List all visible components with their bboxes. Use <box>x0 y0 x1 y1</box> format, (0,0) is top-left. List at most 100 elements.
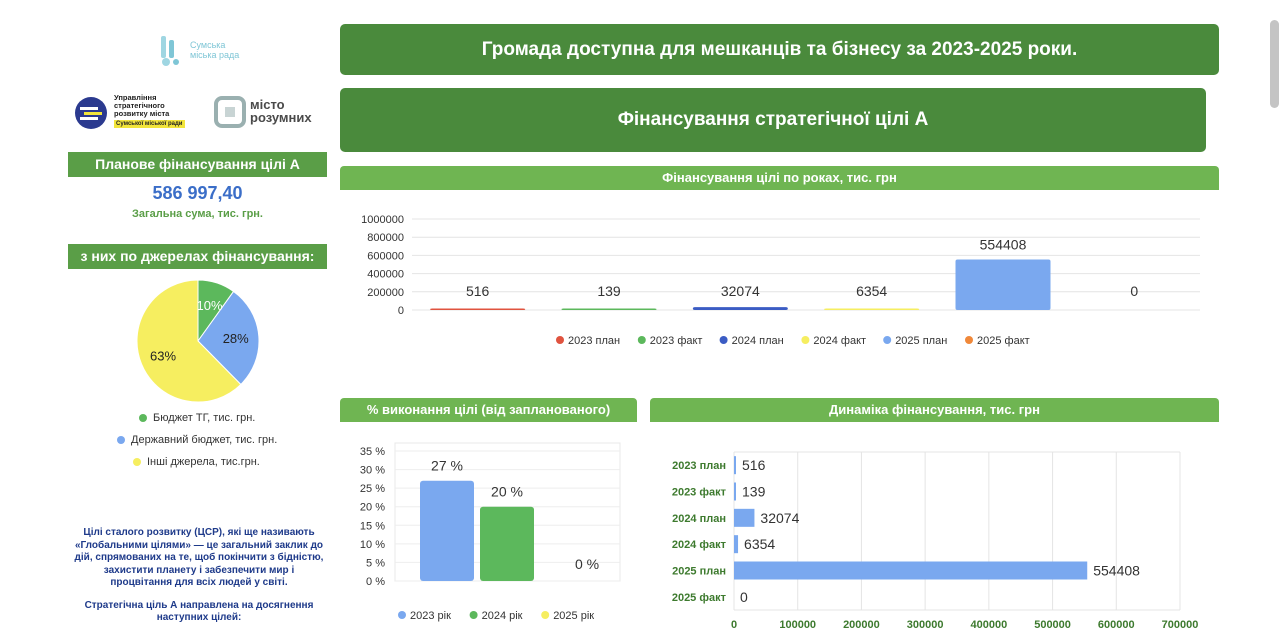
section-title: Фінансування стратегічної цілі А <box>340 88 1206 152</box>
sdg-description: Цілі сталого розвитку (ЦСР), які ще нази… <box>74 527 324 625</box>
bar <box>430 308 526 310</box>
y-category-label: 2024 план <box>672 513 726 525</box>
y-category-label: 2025 факт <box>672 592 727 604</box>
bar-value-label: 554408 <box>980 237 1027 253</box>
completion-bar-chart: 35 % 30 % 25 % 20 % 15 % 10 % 5 % 0 % 27 % 20 % 0 … <box>360 442 621 622</box>
pie-legend-item: Державний бюджет, тис. грн. <box>117 433 338 447</box>
bar-value-label: 554408 <box>1093 563 1140 579</box>
y-category-label: 2024 факт <box>672 539 727 551</box>
bar <box>734 482 736 501</box>
legend-dot <box>883 336 892 344</box>
page-title: Громада доступна для мешканців та бізнес… <box>340 24 1219 75</box>
pie-slice-label: 10% <box>197 298 223 313</box>
department-badge: Сумської міської ради <box>114 120 185 128</box>
smart-city-emblem-icon <box>214 96 246 128</box>
y-tick-label: 20 % <box>360 502 385 514</box>
bar-value-label: 516 <box>742 457 766 473</box>
pie-legend-item: Інші джерела, тис.грн. <box>133 455 338 469</box>
bar-value-label: 6354 <box>856 283 887 299</box>
legend-dot <box>117 436 125 444</box>
panel-header-by-years: Фінансування цілі по роках, тис. грн <box>340 166 1219 190</box>
plan-sub: Загальна сума, тис. грн. <box>132 208 263 220</box>
legend-label: 2023 план <box>568 335 620 347</box>
bar <box>480 506 534 581</box>
y-category-label: 2023 факт <box>672 487 727 499</box>
city-council-logo: Сумська міська рада <box>158 30 268 70</box>
legend-dot <box>139 414 147 422</box>
sdg-description-goal: Стратегічна ціль А направлена на досягне… <box>84 599 314 624</box>
bar <box>692 307 788 310</box>
sources-header: з них по джерелах фінансування: <box>68 244 327 269</box>
legend-label: 2025 план <box>895 335 947 347</box>
plan-header: Планове фінансування цілі А <box>68 152 327 177</box>
pie-slice-label: 28% <box>223 331 249 346</box>
x-tick-label: 500000 <box>1034 619 1071 631</box>
bar <box>420 480 474 581</box>
legend-dot <box>801 336 810 344</box>
legend-dot <box>719 336 728 344</box>
bar <box>734 456 736 475</box>
legend-label: Інші джерела, тис.грн. <box>147 456 260 468</box>
bar <box>734 535 739 554</box>
x-tick-label: 600000 <box>1098 619 1135 631</box>
bar <box>734 561 1088 580</box>
legend-label: 2024 план <box>732 335 784 347</box>
dynamics-bar-chart: 0 100000 200000 300000 400000 500000 600000 700… <box>672 451 1198 631</box>
legend-dot <box>133 458 141 466</box>
legend-dot <box>398 611 406 619</box>
pie-slice <box>197 290 260 386</box>
legend-label: 2024 рік <box>482 610 523 622</box>
department-line: розвитку міста <box>114 109 170 118</box>
legend-label: Державний бюджет, тис. грн. <box>131 434 278 446</box>
panel-header-completion: % виконання цілі (від запланованого) <box>340 398 637 422</box>
legend-dot <box>556 336 564 344</box>
y-tick-label: 15 % <box>360 520 385 532</box>
y-category-label: 2023 план <box>672 460 726 472</box>
bar-value-label: 27 % <box>431 458 463 474</box>
sdg-description-text: Цілі сталого розвитку (ЦСР), які ще нази… <box>74 527 324 588</box>
bar-value-label: 32074 <box>721 283 760 299</box>
legend-dot <box>965 336 973 344</box>
years-bar-chart: 1000000 800000 600000 400000 200000 0 516 139 32… <box>361 214 1200 347</box>
y-tick-label: 5 % <box>366 557 385 569</box>
bar-value-label: 6354 <box>744 536 775 552</box>
city-council-name: Сумська міська рада <box>190 40 240 60</box>
bar <box>955 259 1051 310</box>
y-tick-label: 600000 <box>367 250 404 262</box>
x-tick-label: 0 <box>731 619 737 631</box>
sources-pie-chart: 10% 28% 63% <box>136 279 260 403</box>
scrollbar[interactable] <box>1270 20 1279 108</box>
bar-value-label: 139 <box>742 484 766 500</box>
bar-value-label: 20 % <box>491 484 523 500</box>
x-tick-label: 100000 <box>779 619 816 631</box>
y-tick-label: 10 % <box>360 539 385 551</box>
legend-dot <box>469 611 478 619</box>
smart-city-line: місто <box>250 97 285 112</box>
pie-slice-label: 63% <box>150 348 176 363</box>
department-name: Управління стратегічного розвитку міста … <box>114 94 214 128</box>
smart-city-line: розумних <box>250 110 312 125</box>
y-tick-label: 0 % <box>366 576 385 588</box>
bar-value-label: 0 <box>740 589 748 605</box>
smart-city-name: місто розумних <box>250 98 312 124</box>
x-tick-label: 400000 <box>970 619 1007 631</box>
bar <box>734 508 755 527</box>
bar-value-label: 32074 <box>760 510 799 526</box>
panel-header-dynamics: Динаміка фінансування, тис. грн <box>650 398 1219 422</box>
y-category-label: 2025 план <box>672 566 726 578</box>
pie-legend-item: Бюджет ТГ, тис. грн. <box>139 411 338 425</box>
y-tick-label: 1000000 <box>361 214 404 226</box>
y-tick-label: 0 <box>398 305 404 317</box>
department-line: стратегічного <box>114 101 165 110</box>
bar-value-label: 516 <box>466 283 490 299</box>
pie-slice <box>136 279 242 403</box>
legend-label: 2023 факт <box>650 335 703 347</box>
y-tick-label: 800000 <box>367 232 404 244</box>
legend-dot <box>637 336 646 344</box>
y-tick-label: 30 % <box>360 465 385 477</box>
legend-dot <box>541 611 550 619</box>
department-emblem-icon <box>75 97 107 129</box>
legend-label: 2024 факт <box>813 335 866 347</box>
bar-value-label: 139 <box>597 283 621 299</box>
bar-value-label: 0 <box>1130 283 1138 299</box>
